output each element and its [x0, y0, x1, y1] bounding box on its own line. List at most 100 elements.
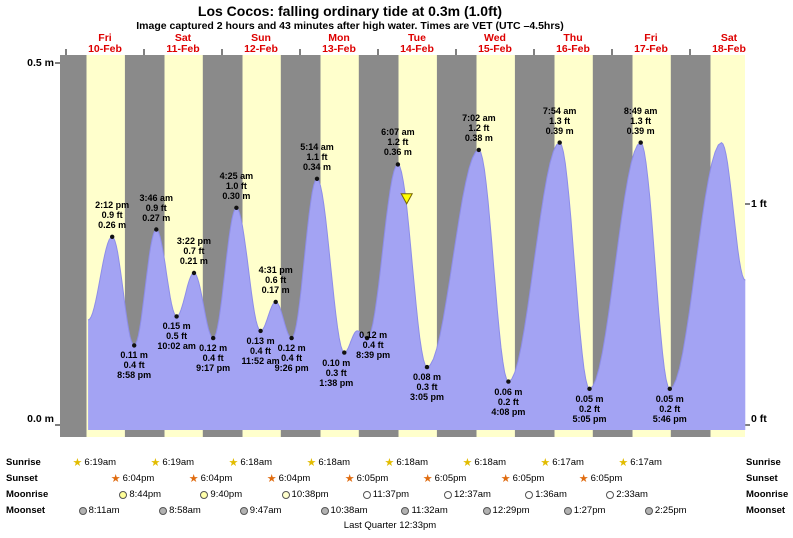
moonset-entry: 8:58am — [159, 505, 201, 516]
sunrise-star-icon: ★ — [462, 456, 473, 469]
tide-extreme-dot — [191, 270, 197, 276]
sunset-time: 6:05pm — [434, 473, 467, 484]
tide-high-annotation: 7:54 am 1.3 ft 0.39 m — [542, 105, 577, 136]
sunset-star-icon: ★ — [188, 472, 199, 485]
tide-low-annotation: 0.05 m 0.2 ft 5:05 pm — [572, 393, 607, 424]
moonrise-time: 2:33am — [616, 489, 648, 500]
moonset-entry: 8:11am — [78, 505, 120, 516]
moonset-moon-icon — [482, 506, 491, 515]
moonrise-entry: 1:36am — [525, 489, 567, 500]
day-label: Tue 14-Feb — [400, 32, 434, 55]
sunset-star-icon: ★ — [266, 472, 277, 485]
moonrise-entry: 11:37pm — [362, 489, 410, 500]
moonset-moon-icon — [159, 506, 168, 515]
moonset-row-label-left: Moonset — [6, 505, 46, 516]
sunrise-time: 6:18am — [396, 457, 429, 468]
moonrise-time: 9:40pm — [210, 489, 243, 500]
sunset-entry: ★ 6:04pm — [111, 473, 155, 484]
sunrise-time: 6:18am — [240, 457, 273, 468]
moonset-entry: 12:29pm — [482, 505, 530, 516]
sunrise-entry: ★ 6:18am — [306, 457, 350, 468]
tide-low-annotation: 0.15 m 0.5 ft 10:02 am — [157, 321, 196, 352]
sunset-star-icon: ★ — [344, 472, 355, 485]
tide-extreme-dot — [476, 147, 481, 153]
moonset-time: 10:38am — [330, 505, 368, 516]
moonset-time: 2:25pm — [654, 505, 687, 516]
sunrise-entry: ★ 6:19am — [73, 457, 117, 468]
sunrise-time: 6:18am — [474, 457, 507, 468]
moonset-entry: 2:25pm — [644, 505, 687, 516]
sunset-time: 6:04pm — [122, 473, 155, 484]
tide-extreme-dot — [395, 162, 401, 167]
sunset-entry: ★ 6:05pm — [423, 473, 467, 484]
tide-low-annotation: 0.11 m 0.4 ft 8:58 pm — [117, 350, 152, 381]
sunrise-time: 6:19am — [162, 457, 195, 468]
moonrise-moon-icon — [200, 490, 209, 499]
moonset-time: 9:47am — [249, 505, 282, 516]
tide-area — [88, 142, 746, 430]
tide-high-annotation: 8:49 am 1.3 ft 0.39 m — [623, 105, 658, 136]
moonrise-moon-icon — [362, 490, 371, 499]
sunrise-star-icon: ★ — [384, 456, 395, 469]
moonrise-time: 8:44pm — [129, 489, 162, 500]
sunset-entry: ★ 6:04pm — [267, 473, 311, 484]
moonset-moon-icon — [401, 506, 410, 515]
tide-low-annotation: 0.12 m 0.4 ft 9:17 pm — [196, 343, 231, 374]
tide-extreme-dot — [234, 205, 239, 210]
moonrise-entry: 8:44pm — [119, 489, 161, 500]
tide-low-annotation: 0.13 m 0.4 ft 11:52 am — [241, 335, 280, 366]
sunrise-row-label-right: Sunrise — [746, 457, 781, 468]
moonrise-moon-icon — [281, 490, 290, 499]
sunrise-star-icon: ★ — [228, 456, 239, 469]
day-label: Wed 15-Feb — [478, 32, 512, 55]
moonrise-entry: 2:33am — [606, 489, 648, 500]
moonset-moon-icon — [644, 506, 653, 515]
moonrise-entry: 12:37am — [444, 489, 491, 500]
sunrise-star-icon: ★ — [540, 456, 551, 469]
tide-low-annotation: 0.12 m 0.4 ft 8:39 pm — [356, 330, 391, 361]
day-label: Fri 10-Feb — [88, 32, 122, 55]
sunrise-entry: ★ 6:18am — [462, 457, 506, 468]
moonrise-entry: 9:40pm — [200, 489, 242, 500]
moonset-entry: 1:27pm — [563, 505, 605, 516]
tide-extreme-dot — [667, 386, 672, 391]
tide-high-annotation: 7:02 am 1.2 ft 0.38 m — [462, 112, 496, 143]
sunset-row-label-left: Sunset — [6, 473, 38, 484]
tide-high-annotation: 6:07 am 1.2 ft 0.36 m — [381, 127, 415, 158]
chart-subtitle: Image captured 2 hours and 43 minutes af… — [136, 20, 564, 32]
tide-extreme-dot — [506, 379, 511, 384]
sunrise-star-icon: ★ — [306, 456, 317, 469]
moonrise-time: 1:36am — [535, 489, 567, 500]
tide-extreme-dot — [364, 335, 370, 341]
tide-extreme-dot — [211, 335, 216, 341]
sunrise-time: 6:18am — [318, 457, 351, 468]
moonrise-time: 11:37pm — [372, 489, 410, 500]
tide-extreme-dot — [424, 364, 430, 370]
sunrise-entry: ★ 6:17am — [540, 457, 584, 468]
tide-low-annotation: 0.08 m 0.3 ft 3:05 pm — [409, 372, 445, 403]
day-label: Sat 18-Feb — [712, 32, 746, 55]
moonset-moon-icon — [78, 506, 87, 515]
moonset-time: 12:29pm — [492, 505, 530, 516]
sunrise-time: 6:17am — [552, 457, 584, 468]
tide-extreme-dot — [638, 140, 643, 145]
tide-extreme-dot — [289, 335, 294, 341]
sunset-entry: ★ 6:05pm — [345, 473, 389, 484]
moonrise-time: 10:38pm — [291, 489, 329, 500]
moonset-moon-icon — [239, 506, 248, 515]
sunrise-entry: ★ 6:18am — [384, 457, 428, 468]
moonset-entry: 11:32am — [401, 505, 448, 516]
sunset-entry: ★ 6:04pm — [189, 473, 233, 484]
sunrise-entry: ★ 6:19am — [151, 457, 195, 468]
moonset-row-label-right: Moonset — [746, 505, 786, 516]
current-tide-marker — [400, 193, 414, 205]
tide-high-annotation: 4:25 am 1.0 ft 0.30 m — [219, 170, 254, 201]
moonrise-moon-icon — [119, 490, 128, 499]
moonrise-moon-icon — [606, 490, 615, 499]
chart-canvas — [55, 49, 750, 437]
day-label: Mon 13-Feb — [322, 32, 356, 55]
tide-low-annotation: 0.12 m 0.4 ft 9:26 pm — [274, 343, 309, 374]
tide-low-annotation: 0.06 m 0.2 ft 4:08 pm — [491, 386, 526, 417]
tide-low-annotation: 0.05 m 0.2 ft 5:46 pm — [652, 393, 687, 424]
